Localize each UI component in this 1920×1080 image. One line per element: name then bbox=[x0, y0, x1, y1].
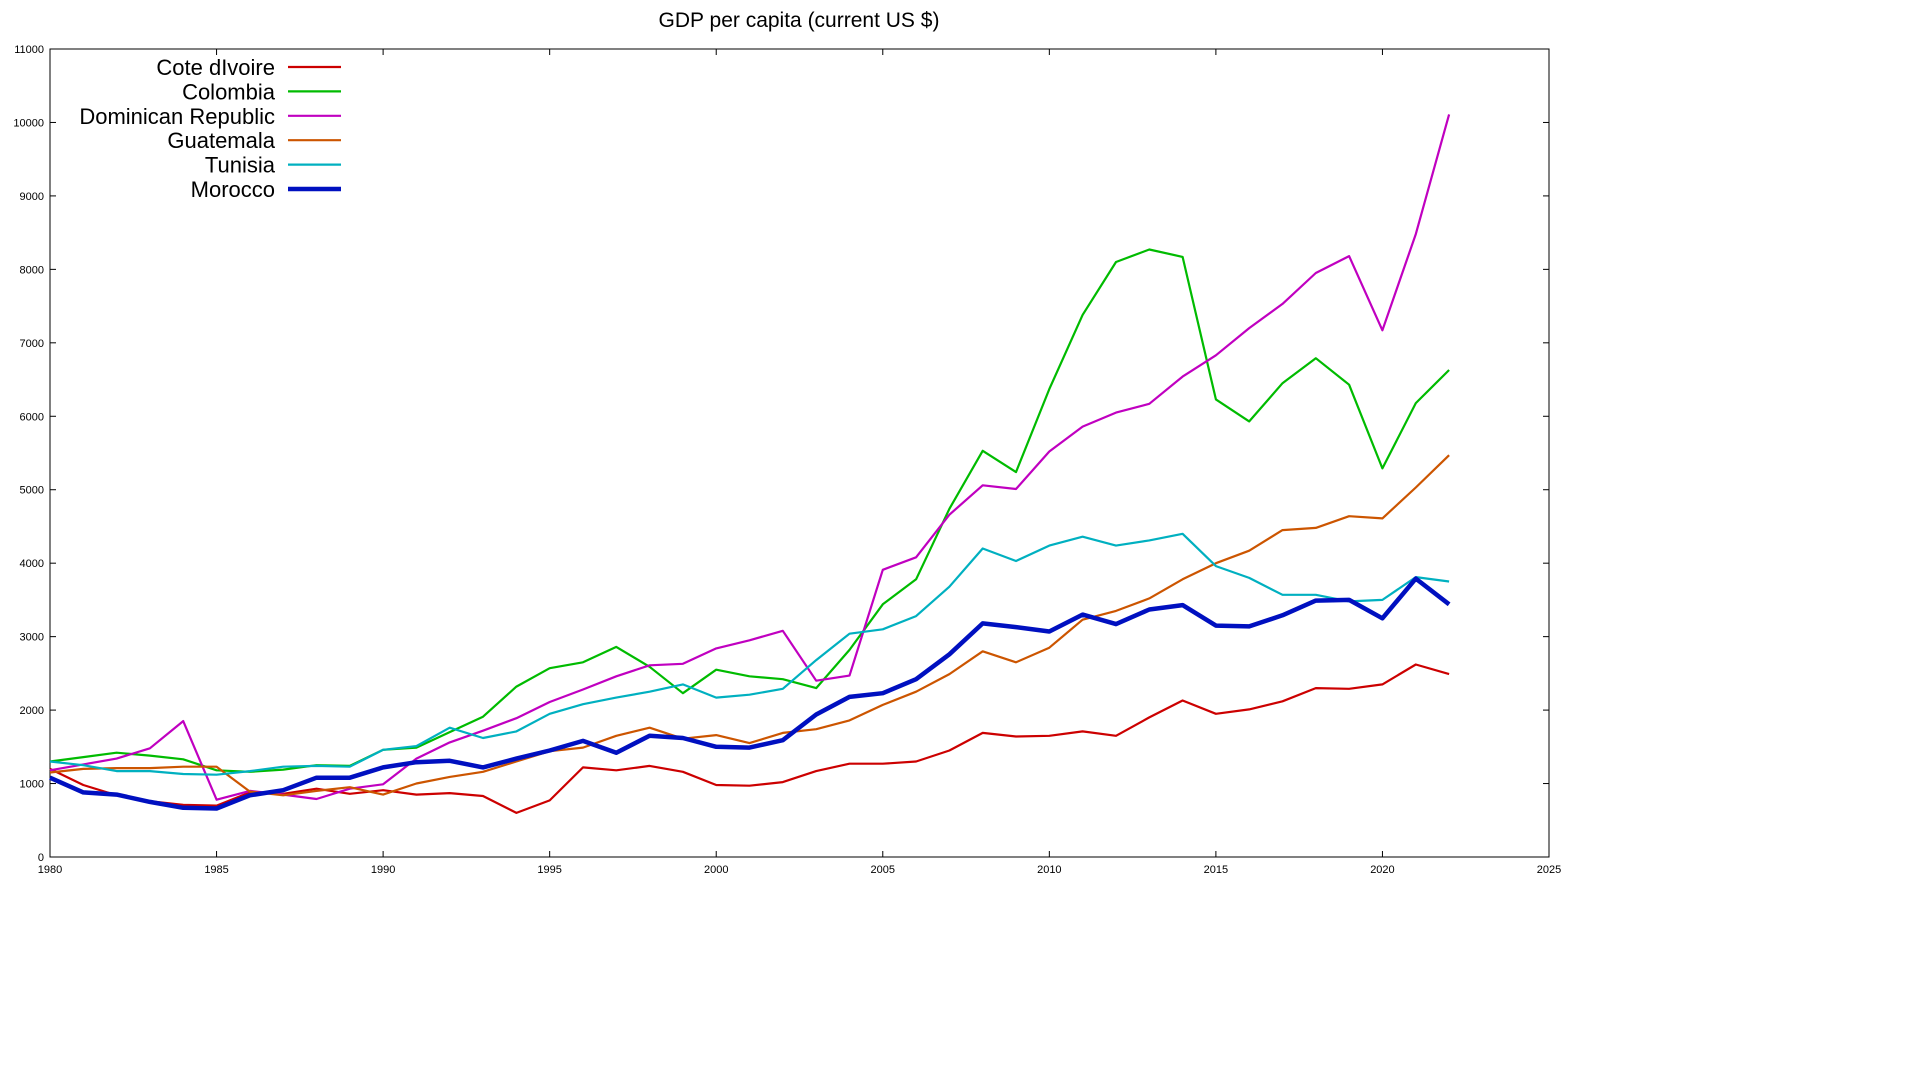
legend-label-morocco: Morocco bbox=[191, 177, 275, 202]
y-tick-label: 2000 bbox=[20, 705, 44, 717]
series-line-cote-divoire bbox=[49, 663, 1450, 815]
y-tick-label: 6000 bbox=[20, 411, 44, 423]
x-tick-label: 2020 bbox=[1370, 864, 1394, 876]
y-tick-label: 10000 bbox=[13, 117, 44, 129]
x-tick-label: 2005 bbox=[871, 864, 895, 876]
y-tick-label: 0 bbox=[38, 852, 44, 864]
y-tick-label: 7000 bbox=[20, 338, 44, 350]
legend-label-dominican-republic: Dominican Republic bbox=[79, 104, 275, 129]
series-line-tunisia bbox=[49, 532, 1450, 776]
x-tick-label: 2025 bbox=[1537, 864, 1561, 876]
series-lines bbox=[49, 114, 1451, 815]
legend-label-colombia: Colombia bbox=[182, 79, 276, 104]
x-tick-label: 2010 bbox=[1037, 864, 1061, 876]
chart-title: GDP per capita (current US $) bbox=[659, 9, 940, 32]
x-tick-label: 1995 bbox=[537, 864, 561, 876]
x-tick-label: 2015 bbox=[1204, 864, 1228, 876]
x-tick-label: 2000 bbox=[704, 864, 728, 876]
y-axis: 0 1000 2000 3000 4000 5000 6000 7000 8000 9000 100… bbox=[13, 44, 1549, 864]
series-line-morocco bbox=[49, 576, 1451, 811]
series-line-colombia bbox=[49, 248, 1450, 773]
legend-label-cote-divoire: Cote dIvoire bbox=[156, 55, 275, 80]
y-tick-label: 1000 bbox=[20, 779, 44, 791]
series-line-dominican-republic bbox=[49, 114, 1451, 801]
y-tick-label: 4000 bbox=[20, 558, 44, 570]
y-tick-label: 3000 bbox=[20, 632, 44, 644]
legend-label-tunisia: Tunisia bbox=[205, 153, 276, 178]
y-tick-label: 8000 bbox=[20, 264, 44, 276]
x-tick-label: 1990 bbox=[371, 864, 395, 876]
y-tick-label: 9000 bbox=[20, 191, 44, 203]
x-axis: 1980 1985 1990 1995 2000 2005 2010 2015 2020 2025 bbox=[38, 49, 1561, 876]
gdp-line-chart: GDP per capita (current US $) 1980 1985 19… bbox=[13, 9, 1561, 876]
y-tick-label: 11000 bbox=[14, 44, 44, 56]
plot-frame bbox=[49, 48, 1550, 858]
series-line-guatemala bbox=[49, 454, 1450, 797]
legend-label-guatemala: Guatemala bbox=[167, 128, 275, 153]
y-tick-label: 5000 bbox=[20, 485, 44, 497]
x-tick-label: 1980 bbox=[38, 864, 62, 876]
x-tick-label: 1985 bbox=[204, 864, 228, 876]
